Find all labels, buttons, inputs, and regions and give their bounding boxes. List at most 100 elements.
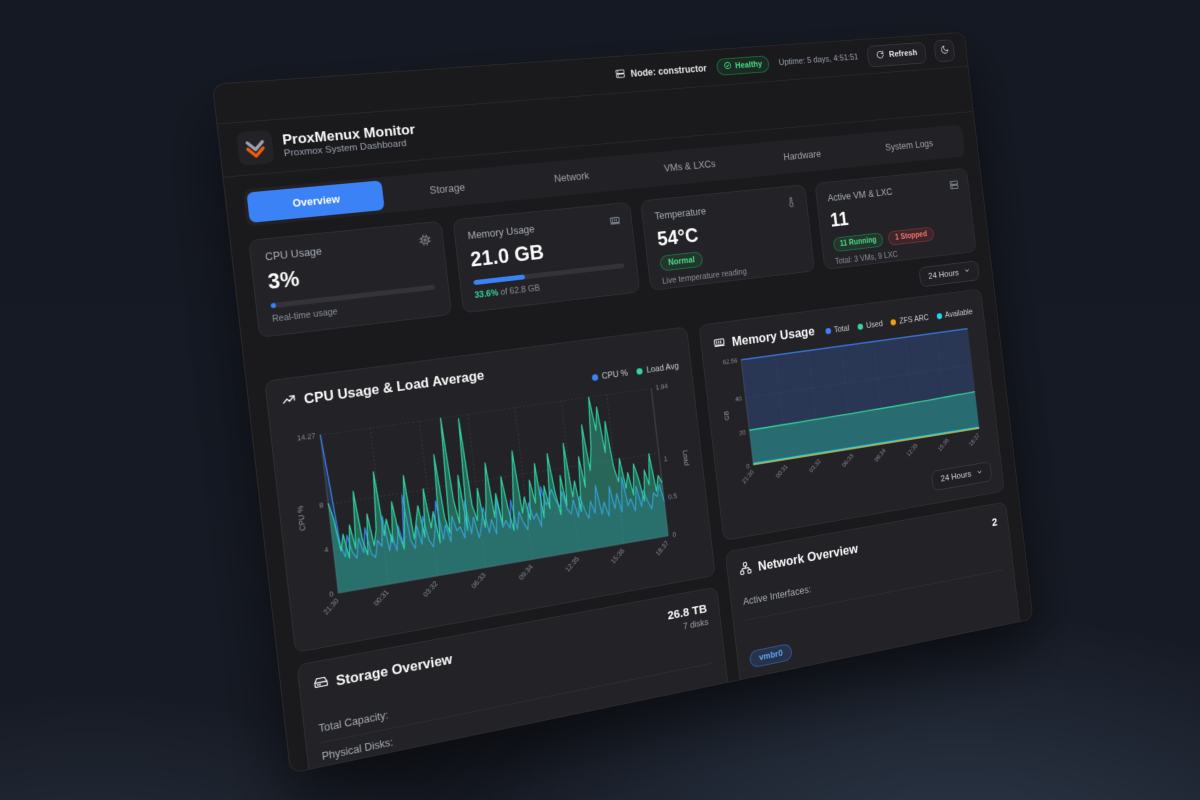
- vm-running-badge: 11 Running: [832, 232, 884, 252]
- refresh-button[interactable]: Refresh: [866, 42, 926, 67]
- moon-icon: [940, 45, 950, 57]
- svg-text:1: 1: [663, 455, 667, 463]
- refresh-label: Refresh: [888, 48, 917, 59]
- tab-system-logs[interactable]: System Logs: [855, 128, 963, 164]
- chevron-down-icon: [963, 266, 971, 276]
- svg-text:18:37: 18:37: [654, 539, 671, 557]
- svg-text:21:30: 21:30: [322, 597, 341, 617]
- chevron-down-icon: [976, 467, 984, 478]
- cpu-chip-icon: [418, 233, 432, 251]
- left-column: CPU Usage & Load Average CPU % Load Avg 0…: [264, 326, 733, 773]
- storage-title-row: Storage Overview: [313, 650, 453, 695]
- svg-text:00:31: 00:31: [775, 463, 789, 479]
- temperature-status-badge: Normal: [659, 251, 703, 271]
- tab-network[interactable]: Network: [509, 158, 633, 198]
- memory-of-total: of 62.8 GB: [498, 283, 541, 297]
- network-title-row: Network Overview: [739, 541, 859, 580]
- dashboard-window: Node: constructor Healthy Uptime: 5 days…: [212, 32, 1033, 774]
- active-vm-card: Active VM & LXC 11 11 Running 1 Stopped …: [814, 168, 976, 270]
- vm-stopped-badge: 1 Stopped: [888, 227, 935, 246]
- tab-hardware[interactable]: Hardware: [745, 137, 858, 174]
- svg-text:06:33: 06:33: [841, 453, 855, 469]
- theme-toggle-button[interactable]: [933, 39, 955, 62]
- uptime-text: Uptime: 5 days, 4:51:51: [778, 53, 859, 68]
- memory-time-range-select[interactable]: 24 Hours: [931, 461, 992, 491]
- time-range-value: 24 Hours: [928, 268, 959, 281]
- trending-up-icon: [281, 391, 298, 411]
- svg-text:20: 20: [739, 429, 746, 437]
- svg-text:12:35: 12:35: [905, 442, 919, 458]
- time-range-select[interactable]: 24 Hours: [919, 260, 980, 287]
- interface-badge[interactable]: vmbr0: [749, 643, 793, 668]
- node-indicator: Node: constructor: [614, 62, 707, 82]
- storage-row2-label: Physical Disks:: [321, 736, 394, 762]
- svg-text:03:32: 03:32: [808, 458, 822, 474]
- svg-text:15:36: 15:36: [937, 437, 950, 453]
- tab-vms-lxcs[interactable]: VMs & LXCs: [630, 147, 748, 185]
- svg-text:0.5: 0.5: [668, 492, 678, 501]
- health-badge: Healthy: [716, 55, 770, 75]
- svg-text:03:32: 03:32: [421, 579, 439, 598]
- legend-item-total: Total: [825, 324, 850, 336]
- memory-usage-card: Memory Usage 21.0 GB 33.6% of 62.8 GB: [452, 202, 640, 314]
- legend-dot: [592, 374, 599, 381]
- network-title: Network Overview: [757, 542, 859, 575]
- legend-item-used: Used: [857, 319, 883, 331]
- health-label: Healthy: [735, 60, 763, 71]
- svg-text:09:34: 09:34: [517, 563, 535, 582]
- legend-dot: [890, 319, 896, 326]
- legend-dot: [825, 328, 831, 335]
- legend-item-zfs-arc: ZFS ARC: [890, 313, 929, 327]
- proxmenux-logo: [236, 130, 275, 166]
- check-circle-icon: [723, 61, 732, 72]
- header-titles: ProxMenux Monitor Proxmox System Dashboa…: [281, 122, 417, 159]
- memory-icon: [712, 335, 726, 354]
- svg-text:GB: GB: [722, 410, 730, 421]
- memory-icon: [609, 214, 622, 231]
- thermometer-icon: [785, 196, 797, 212]
- svg-text:18:37: 18:37: [968, 432, 981, 448]
- svg-text:14.27: 14.27: [297, 431, 316, 442]
- network-interface-count: 2: [991, 515, 998, 528]
- svg-text:Load: Load: [681, 450, 690, 467]
- svg-text:00:31: 00:31: [372, 588, 391, 607]
- node-label: Node: constructor: [630, 63, 707, 79]
- memory-percent: 33.6%: [474, 288, 499, 300]
- main-content: Overview Storage Network VMs & LXCs Hardware…: [224, 112, 1034, 774]
- storage-title: Storage Overview: [335, 652, 453, 690]
- tab-overview[interactable]: Overview: [246, 180, 384, 223]
- svg-text:8: 8: [319, 501, 324, 510]
- legend-dot: [857, 323, 863, 330]
- network-icon: [739, 560, 753, 579]
- svg-text:09:34: 09:34: [873, 447, 887, 463]
- svg-text:12:35: 12:35: [564, 555, 581, 574]
- memory-progress-fill: [473, 274, 525, 285]
- svg-text:06:33: 06:33: [470, 571, 488, 590]
- svg-text:1.94: 1.94: [655, 382, 668, 392]
- server-stack-icon: [949, 179, 960, 195]
- memory-time-range-value: 24 Hours: [940, 470, 971, 484]
- tab-storage[interactable]: Storage: [381, 169, 512, 210]
- cpu-progress-fill: [270, 303, 276, 309]
- svg-text:40: 40: [735, 395, 742, 403]
- memory-chart-card: Memory Usage Total Used ZFS ARC Available 0…: [698, 289, 1004, 541]
- temperature-card: Temperature 54°C Normal Live temperature…: [640, 184, 815, 291]
- legend-item-cpu-: CPU %: [591, 368, 628, 382]
- right-column: Memory Usage Total Used ZFS ARC Available 0…: [698, 289, 1021, 691]
- refresh-icon: [876, 50, 885, 62]
- svg-text:21:30: 21:30: [741, 469, 756, 485]
- server-icon: [614, 68, 626, 82]
- hard-drive-icon: [313, 674, 330, 695]
- storage-summary: 26.8 TB 7 disks: [667, 602, 709, 635]
- svg-text:15:36: 15:36: [609, 547, 626, 565]
- svg-text:CPU %: CPU %: [296, 505, 308, 531]
- page-background: Node: constructor Healthy Uptime: 5 days…: [0, 0, 1200, 800]
- svg-text:62.56: 62.56: [722, 357, 737, 366]
- legend-dot: [636, 368, 643, 375]
- legend-item-available: Available: [936, 307, 973, 321]
- legend-dot: [936, 313, 942, 320]
- svg-text:4: 4: [324, 545, 329, 554]
- cpu-usage-card: CPU Usage 3% Real-time usage: [248, 221, 451, 338]
- charts-row: CPU Usage & Load Average CPU % Load Avg 0…: [264, 289, 1025, 774]
- svg-text:0: 0: [672, 531, 676, 540]
